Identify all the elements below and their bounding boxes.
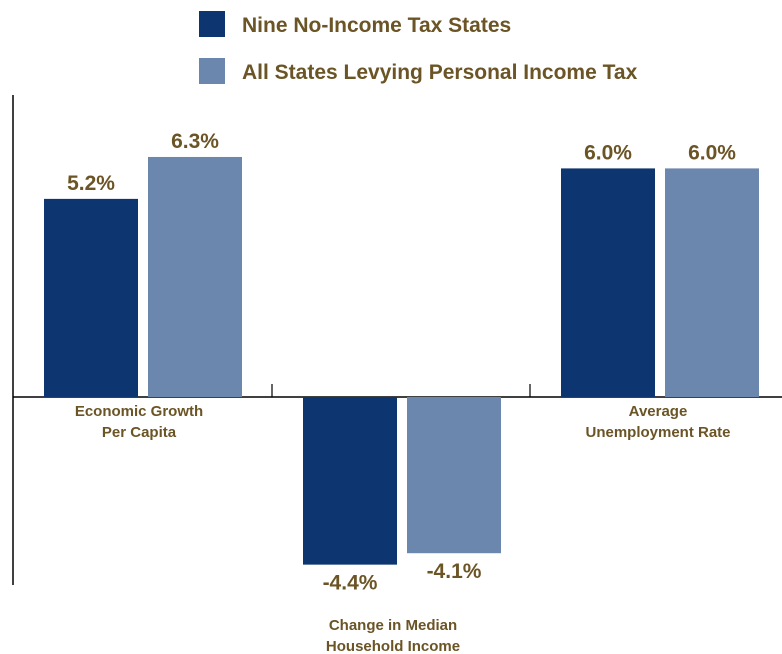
legend-swatch-2 [199, 58, 225, 84]
value-label-3-2: 6.0% [688, 141, 736, 164]
category-label-1-line-1: Economic Growth [75, 403, 203, 420]
value-label-1-2: 6.3% [171, 130, 219, 153]
category-label-2-line-1: Change in Median [329, 617, 457, 634]
value-label-2-1: -4.4% [323, 572, 378, 595]
legend-label-2: All States Levying Personal Income Tax [242, 61, 638, 84]
category-label-3-line-1: Average [629, 403, 688, 420]
bar-3-series-1 [561, 168, 655, 397]
bar-1-series-1 [44, 198, 138, 397]
bar-3-series-2 [665, 168, 759, 397]
value-label-1-1: 5.2% [67, 172, 115, 195]
value-label-2-2: -4.1% [427, 560, 482, 583]
category-labels: Economic Growth Per Capita Change in Media… [75, 403, 731, 654]
bar-2-series-2 [407, 397, 501, 554]
category-label-1-line-2: Per Capita [102, 424, 177, 441]
category-label-2-line-2: Household Income [326, 638, 460, 654]
chart-legend: Nine No-Income Tax States All States Levy… [199, 11, 638, 84]
bar-2-series-1 [303, 397, 397, 565]
legend-label-1: Nine No-Income Tax States [242, 14, 511, 37]
category-label-3-line-2: Unemployment Rate [585, 424, 730, 441]
value-labels: 5.2% 6.3% -4.4% -4.1% 6.0% 6.0% [67, 130, 736, 595]
chart-bars [44, 156, 759, 565]
value-label-3-1: 6.0% [584, 141, 632, 164]
legend-swatch-1 [199, 11, 225, 37]
bar-1-series-2 [148, 156, 242, 397]
